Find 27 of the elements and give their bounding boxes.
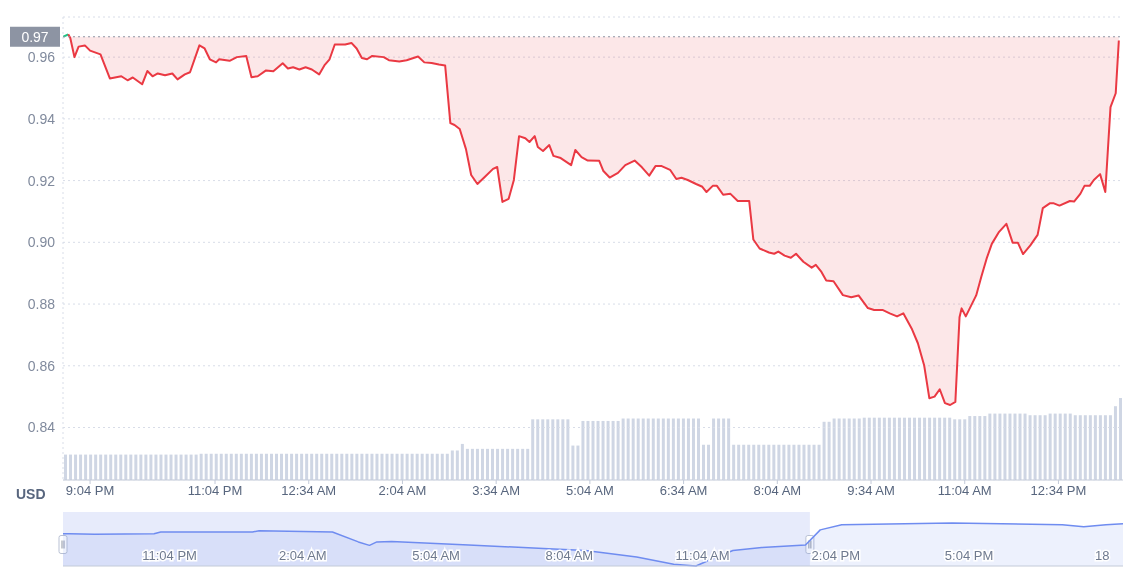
x-tick-label: 2:04 PM — [811, 548, 860, 564]
y-tick-label: 0.96 — [27, 49, 56, 66]
x-tick-label: 9:04 PM — [65, 483, 115, 499]
y-tick-label: 0.94 — [27, 110, 56, 127]
x-tick-label: 12:34 PM — [1030, 483, 1087, 499]
ref-line-label: 0.97 — [21, 28, 49, 45]
y-axis-title: USD — [16, 486, 46, 502]
x-tick-label: 8:04 AM — [545, 548, 594, 564]
x-tick-label: 2:04 AM — [378, 483, 427, 499]
y-tick-label: 0.84 — [27, 419, 56, 436]
x-tick-label: 18 — [1095, 548, 1110, 564]
y-tick-label: 0.92 — [27, 172, 56, 189]
x-tick-label: 8:04 AM — [753, 483, 802, 499]
x-tick-label: 5:04 AM — [412, 548, 460, 564]
y-tick-label: 0.86 — [27, 357, 56, 374]
x-tick-label: 5:04 AM — [566, 483, 614, 499]
y-tick-label: 0.90 — [27, 234, 56, 251]
x-tick-label: 2:04 AM — [278, 548, 327, 564]
x-tick-label: 11:04 AM — [937, 483, 992, 499]
y-tick-label: 0.88 — [27, 296, 56, 313]
x-tick-label: 11:04 PM — [142, 548, 197, 564]
x-tick-label: 6:34 AM — [659, 483, 708, 499]
x-tick-label: 11:04 PM — [187, 483, 243, 499]
x-tick-label: 12:34 AM — [281, 483, 337, 499]
x-tick-label: 3:34 AM — [472, 483, 521, 499]
x-tick-label: 9:34 AM — [847, 483, 895, 499]
x-tick-label: 5:04 PM — [944, 548, 994, 564]
